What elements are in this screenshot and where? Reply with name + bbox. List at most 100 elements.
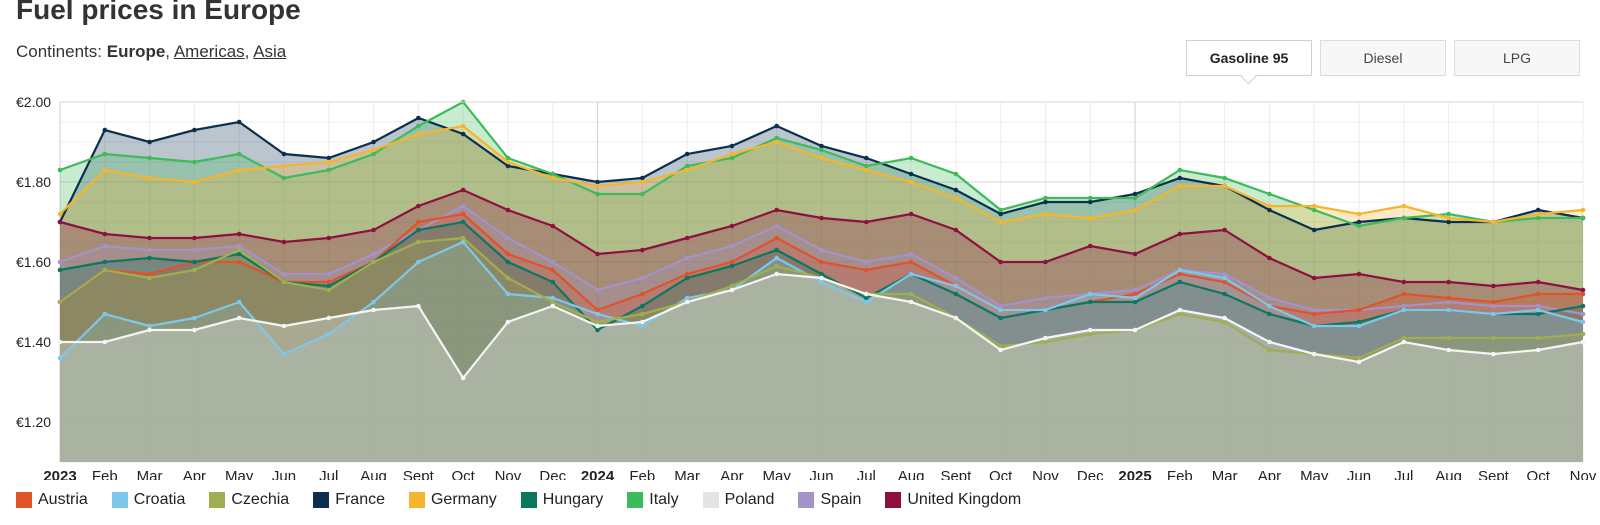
point-hungary bbox=[819, 271, 824, 277]
point-spain bbox=[998, 303, 1003, 309]
tab-gasoline-95[interactable]: Gasoline 95 bbox=[1186, 40, 1312, 76]
x-tick-label-dec: Dec bbox=[539, 468, 566, 480]
point-germany bbox=[1043, 211, 1048, 217]
point-poland bbox=[371, 307, 376, 313]
y-tick-label--1-80: €1.80 bbox=[16, 174, 51, 190]
legend-item-austria[interactable]: Austria bbox=[16, 491, 88, 509]
point-czechia bbox=[1087, 331, 1093, 337]
legend-item-france[interactable]: France bbox=[313, 491, 385, 509]
point-united-kingdom bbox=[595, 251, 600, 257]
point-france bbox=[505, 163, 511, 169]
point-poland bbox=[550, 303, 556, 309]
point-united-kingdom bbox=[371, 227, 376, 233]
point-italy bbox=[595, 191, 600, 197]
point-austria bbox=[1311, 311, 1317, 317]
x-tick-label-sept: Sept bbox=[403, 468, 435, 480]
y-tick-label--1-60: €1.60 bbox=[16, 254, 51, 270]
legend-item-hungary[interactable]: Hungary bbox=[520, 491, 603, 509]
area-france bbox=[60, 118, 1583, 462]
point-austria bbox=[416, 219, 421, 225]
legend-item-czechia[interactable]: Czechia bbox=[209, 491, 289, 509]
legend-item-spain[interactable]: Spain bbox=[798, 491, 861, 509]
tab-lpg[interactable]: LPG bbox=[1454, 40, 1580, 76]
point-austria bbox=[729, 259, 735, 265]
point-spain bbox=[1446, 299, 1451, 305]
point-france bbox=[1267, 207, 1272, 213]
point-spain bbox=[729, 243, 735, 249]
point-hungary bbox=[460, 219, 466, 225]
point-italy bbox=[326, 167, 332, 173]
point-italy bbox=[192, 159, 197, 165]
point-germany bbox=[1491, 219, 1496, 225]
area-poland bbox=[60, 274, 1583, 462]
legend-label: Italy bbox=[649, 491, 679, 508]
point-croatia bbox=[1177, 267, 1183, 273]
point-germany bbox=[640, 179, 645, 185]
point-united-kingdom bbox=[1043, 259, 1048, 265]
point-united-kingdom bbox=[1177, 231, 1183, 237]
continent-link-asia[interactable]: Asia bbox=[253, 42, 287, 61]
point-austria bbox=[1132, 291, 1138, 297]
point-germany bbox=[774, 139, 780, 145]
point-czechia bbox=[1580, 331, 1586, 337]
x-tick-label-jul: Jul bbox=[1394, 468, 1413, 480]
point-united-kingdom bbox=[684, 235, 690, 241]
continent-link-americas[interactable]: Americas bbox=[173, 42, 245, 61]
legend-item-united-kingdom[interactable]: United Kingdom bbox=[885, 491, 1021, 509]
x-tick-label-feb: Feb bbox=[1167, 468, 1193, 480]
page-title: Fuel prices in Europe bbox=[16, 0, 301, 25]
x-tick-label-sept: Sept bbox=[1478, 468, 1510, 480]
point-czechia bbox=[774, 263, 780, 269]
point-poland bbox=[1580, 339, 1586, 345]
point-czechia bbox=[595, 319, 600, 325]
chart-legend: Austria Croatia Czechia France Germany Hungar… bbox=[16, 491, 1045, 509]
tab-diesel[interactable]: Diesel bbox=[1320, 40, 1446, 76]
point-hungary bbox=[998, 315, 1003, 321]
point-hungary bbox=[147, 255, 152, 261]
legend-item-germany[interactable]: Germany bbox=[408, 491, 497, 509]
x-tick-label-may: May bbox=[763, 468, 792, 480]
point-united-kingdom bbox=[326, 235, 332, 241]
point-hungary bbox=[1267, 311, 1272, 317]
point-poland bbox=[1087, 327, 1093, 333]
point-spain bbox=[236, 243, 242, 249]
legend-item-poland[interactable]: Poland bbox=[702, 491, 774, 509]
point-germany bbox=[863, 167, 869, 173]
point-austria bbox=[684, 271, 690, 277]
point-germany bbox=[460, 123, 466, 129]
point-poland bbox=[1401, 339, 1407, 345]
x-tick-label-aug: Aug bbox=[898, 468, 925, 480]
point-united-kingdom bbox=[953, 227, 959, 233]
point-poland bbox=[953, 315, 959, 321]
point-france bbox=[236, 119, 242, 125]
point-united-kingdom bbox=[281, 239, 287, 245]
x-tick-label-2025: 2025 bbox=[1118, 468, 1151, 480]
legend-item-italy[interactable]: Italy bbox=[627, 491, 679, 509]
point-austria bbox=[550, 267, 556, 273]
point-czechia bbox=[729, 283, 735, 289]
point-germany bbox=[147, 175, 152, 181]
point-czechia bbox=[281, 279, 287, 285]
point-spain bbox=[1491, 303, 1496, 309]
point-croatia bbox=[192, 315, 197, 321]
point-germany bbox=[953, 195, 959, 201]
point-hungary bbox=[1087, 299, 1093, 305]
point-hungary bbox=[236, 251, 242, 257]
point-italy bbox=[1356, 223, 1362, 229]
x-tick-label-jun: Jun bbox=[272, 468, 296, 480]
point-croatia bbox=[57, 355, 63, 361]
point-czechia bbox=[505, 275, 511, 281]
point-austria bbox=[1401, 291, 1407, 297]
point-germany bbox=[1535, 211, 1541, 217]
point-germany bbox=[684, 167, 690, 173]
legend-label: United Kingdom bbox=[907, 491, 1022, 508]
point-hungary bbox=[326, 283, 332, 289]
point-germany bbox=[1356, 211, 1362, 217]
point-germany bbox=[57, 211, 63, 217]
point-austria bbox=[1356, 307, 1362, 313]
point-italy bbox=[57, 167, 63, 173]
x-tick-label-mar: Mar bbox=[674, 468, 700, 480]
area-czechia bbox=[60, 238, 1583, 462]
legend-item-croatia[interactable]: Croatia bbox=[111, 491, 185, 509]
point-france bbox=[326, 155, 332, 161]
